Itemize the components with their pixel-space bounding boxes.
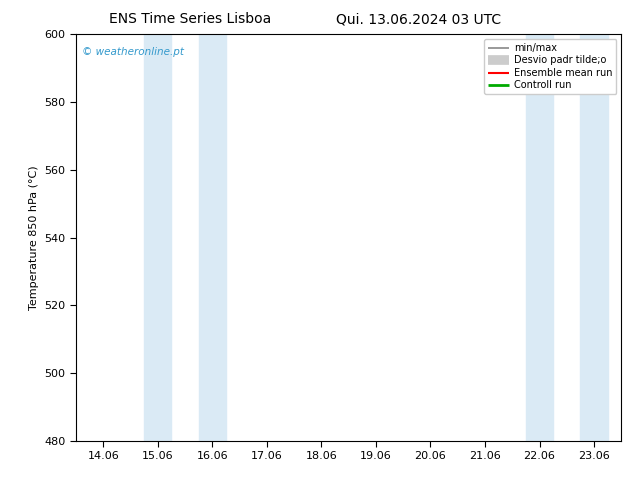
Text: Qui. 13.06.2024 03 UTC: Qui. 13.06.2024 03 UTC [336,12,501,26]
Bar [580,34,607,441]
Y-axis label: Temperature 850 hPa (°C): Temperature 850 hPa (°C) [29,165,39,310]
Text: © weatheronline.pt: © weatheronline.pt [82,47,183,56]
Bar [526,34,553,441]
Legend: min/max, Desvio padr tilde;o, Ensemble mean run, Controll run: min/max, Desvio padr tilde;o, Ensemble m… [484,39,616,94]
Bar [198,34,226,441]
Bar [144,34,171,441]
Text: ENS Time Series Lisboa: ENS Time Series Lisboa [109,12,271,26]
